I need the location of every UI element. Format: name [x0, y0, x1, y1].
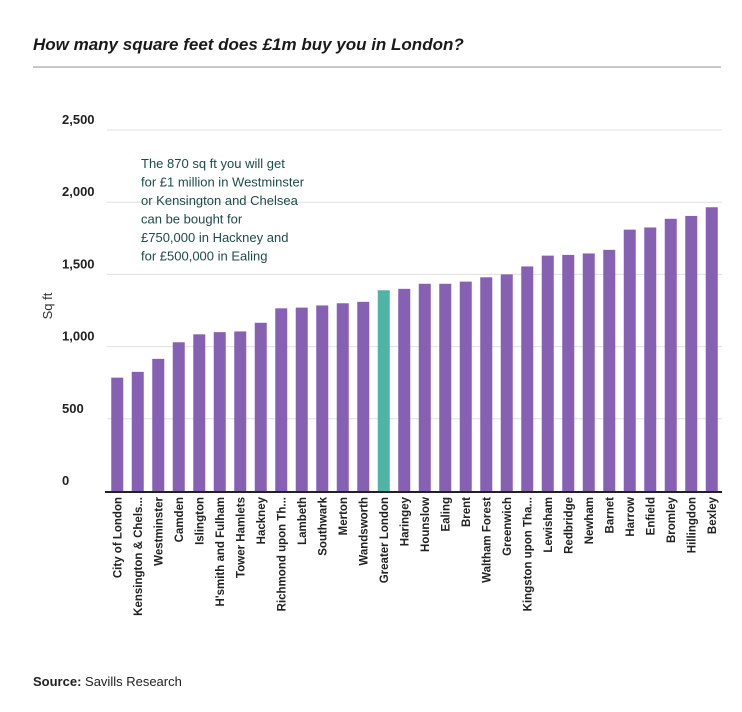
x-tick-label: Waltham Forest: [481, 497, 493, 583]
bar: [439, 283, 452, 491]
annotation-line: for £1 million in Westminster: [141, 175, 305, 190]
x-tick-label: Islington: [194, 497, 206, 545]
x-tick-label: Southwark: [317, 496, 329, 555]
annotation-line: £750,000 in Hackney and: [141, 230, 288, 245]
x-tick-label: Lewisham: [543, 497, 555, 553]
bar: [111, 377, 124, 491]
bar: [377, 290, 390, 491]
x-tick-label: Westminster: [153, 496, 165, 565]
y-tick-label: 2,000: [62, 184, 95, 199]
source-text: Savills Research: [85, 674, 182, 689]
x-tick-label: Hounslow: [420, 497, 432, 552]
x-tick-label: Bromley: [666, 496, 678, 543]
bar-chart: 0 500 1,000 1,500 2,000 2,500 Sq ft City of L…: [40, 112, 722, 616]
gridlines: [107, 129, 722, 420]
bar: [234, 331, 247, 491]
y-tick-label: 2,500: [62, 112, 95, 127]
source-note: Source: Savills Research: [33, 674, 182, 689]
bar: [131, 371, 144, 491]
x-tick-label: Richmond upon Th...: [276, 497, 288, 611]
bars: [111, 207, 718, 492]
annotation-line: for £500,000 in Ealing: [141, 249, 267, 264]
bar: [685, 215, 698, 491]
x-tick-label: Merton: [338, 497, 350, 535]
bar: [357, 301, 370, 491]
y-tick-label: 1,000: [62, 329, 95, 344]
bar: [418, 283, 431, 491]
annotation-line: or Kensington and Chelsea: [141, 193, 299, 208]
x-tick-label: Brent: [461, 497, 473, 527]
bar: [582, 253, 595, 491]
x-tick-label: Hillingdon: [686, 497, 698, 553]
bar: [521, 266, 534, 491]
x-tick-label: Bexley: [707, 496, 719, 534]
title-divider: [33, 66, 721, 68]
bar: [541, 255, 554, 491]
y-axis-tick-labels: 0 500 1,000 1,500 2,000 2,500: [62, 112, 95, 488]
bar: [562, 254, 575, 491]
y-tick-label: 1,500: [62, 256, 95, 271]
x-tick-label: Ealing: [440, 497, 452, 532]
bar: [193, 334, 206, 491]
x-tick-label: Hackney: [256, 496, 268, 544]
bar: [172, 342, 185, 491]
x-tick-label: Lambeth: [297, 497, 309, 545]
bar: [295, 307, 308, 491]
x-tick-label: Camden: [174, 497, 186, 542]
x-axis-tick-labels: City of London Kensington & Chels... Westm…: [112, 496, 719, 615]
y-axis-label: Sq ft: [40, 292, 55, 319]
chart-annotation: The 870 sq ft you will get for £1 million…: [141, 156, 305, 264]
bar: [500, 274, 513, 491]
x-tick-label: Greater London: [379, 497, 391, 583]
y-tick-label: 500: [62, 401, 84, 416]
bar: [623, 229, 636, 492]
x-tick-label: H'smith and Fulham: [215, 497, 227, 606]
x-tick-label: Barnet: [604, 497, 616, 534]
x-tick-label: Newham: [584, 497, 596, 544]
x-tick-label: Kingston upon Tha...: [522, 497, 534, 611]
x-tick-label: Enfield: [645, 497, 657, 535]
bar: [152, 358, 165, 491]
bar: [459, 281, 472, 491]
bar: [480, 277, 493, 491]
bar: [398, 288, 411, 491]
annotation-line: can be bought for: [141, 212, 243, 227]
x-tick-label: Wandsworth: [358, 497, 370, 566]
bar: [644, 227, 657, 491]
annotation-line: The 870 sq ft you will get: [141, 156, 285, 171]
x-tick-label: Tower Hamlets: [235, 497, 247, 578]
x-tick-label: Redbridge: [563, 497, 575, 554]
bar: [336, 303, 349, 491]
x-tick-label: Haringey: [399, 496, 411, 546]
bar: [275, 308, 288, 491]
x-tick-label: Greenwich: [502, 497, 514, 556]
bar: [316, 305, 329, 491]
source-label: Source:: [33, 674, 82, 689]
bar: [705, 207, 718, 491]
bar: [254, 322, 267, 491]
bar: [664, 218, 677, 491]
x-tick-label: Kensington & Chels...: [133, 497, 145, 616]
y-tick-label: 0: [62, 473, 69, 488]
x-tick-label: Harrow: [625, 497, 637, 537]
bar: [603, 249, 616, 491]
chart-title: How many square feet does £1m buy you in…: [33, 35, 464, 54]
x-tick-label: City of London: [112, 497, 124, 578]
bar: [213, 332, 226, 491]
